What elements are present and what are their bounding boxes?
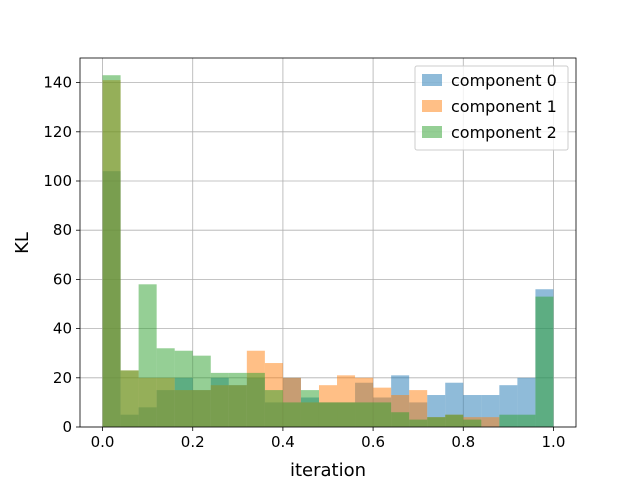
histogram-bar bbox=[481, 417, 500, 427]
legend-label: component 2 bbox=[451, 123, 557, 142]
histogram-bar bbox=[192, 355, 211, 427]
histogram-bar bbox=[535, 296, 554, 427]
histogram-bar bbox=[445, 414, 464, 427]
histogram-bar bbox=[463, 419, 482, 427]
series-2 bbox=[102, 75, 554, 427]
histogram-bar bbox=[228, 372, 247, 427]
x-tick-label: 0.6 bbox=[361, 433, 385, 451]
histogram-bar bbox=[409, 419, 428, 427]
histogram-bar bbox=[210, 372, 229, 427]
y-tick-label: 120 bbox=[43, 123, 72, 141]
histogram-bar bbox=[517, 414, 536, 427]
histogram-bar bbox=[409, 390, 428, 427]
histogram-bar bbox=[246, 372, 265, 427]
histogram-bar bbox=[138, 284, 157, 427]
plot-frame bbox=[79, 57, 577, 428]
histogram-bar bbox=[337, 402, 356, 427]
histogram-bar bbox=[102, 75, 121, 427]
y-tick-label: 0 bbox=[62, 418, 72, 436]
y-axis-label: KL bbox=[12, 232, 33, 254]
legend-box bbox=[414, 65, 569, 151]
y-tick-label: 80 bbox=[53, 221, 72, 239]
legend-swatch bbox=[422, 126, 442, 138]
x-tick-label: 0.0 bbox=[91, 433, 115, 451]
histogram-bar bbox=[355, 402, 374, 427]
x-tick-label: 1.0 bbox=[542, 433, 566, 451]
y-tick-label: 20 bbox=[53, 369, 72, 387]
histogram-bar bbox=[318, 402, 338, 427]
y-tick-label: 60 bbox=[53, 270, 72, 288]
y-tick-label: 140 bbox=[43, 74, 72, 92]
histogram-bar bbox=[300, 390, 319, 427]
legend-swatch bbox=[422, 74, 442, 86]
legend-swatch bbox=[422, 100, 442, 112]
histogram-bar bbox=[156, 348, 175, 427]
x-tick-label: 0.8 bbox=[451, 433, 475, 451]
histogram-bar bbox=[391, 412, 410, 427]
histogram-bar bbox=[174, 350, 193, 427]
x-tick-label: 0.4 bbox=[271, 433, 295, 451]
histogram-bar bbox=[499, 414, 518, 427]
histogram-bar bbox=[282, 402, 301, 427]
legend: component 0 component 1 component 2 bbox=[414, 65, 569, 151]
y-tick-label: 100 bbox=[43, 172, 72, 190]
axis-ticks: 0.0 0.2 0.4 0.6 0.8 1.0 0 20 40 60 80 100 120 140 bbox=[43, 74, 565, 451]
x-axis-label: iteration bbox=[290, 460, 366, 480]
y-tick-label: 40 bbox=[53, 320, 72, 338]
histogram-bar bbox=[373, 402, 392, 427]
legend-label: component 1 bbox=[451, 97, 557, 116]
x-tick-label: 0.2 bbox=[181, 433, 205, 451]
bars bbox=[102, 75, 554, 427]
histogram-bar bbox=[264, 390, 283, 427]
legend-label: component 0 bbox=[451, 71, 557, 90]
histogram-bar bbox=[120, 370, 139, 427]
histogram-bar bbox=[427, 417, 446, 427]
